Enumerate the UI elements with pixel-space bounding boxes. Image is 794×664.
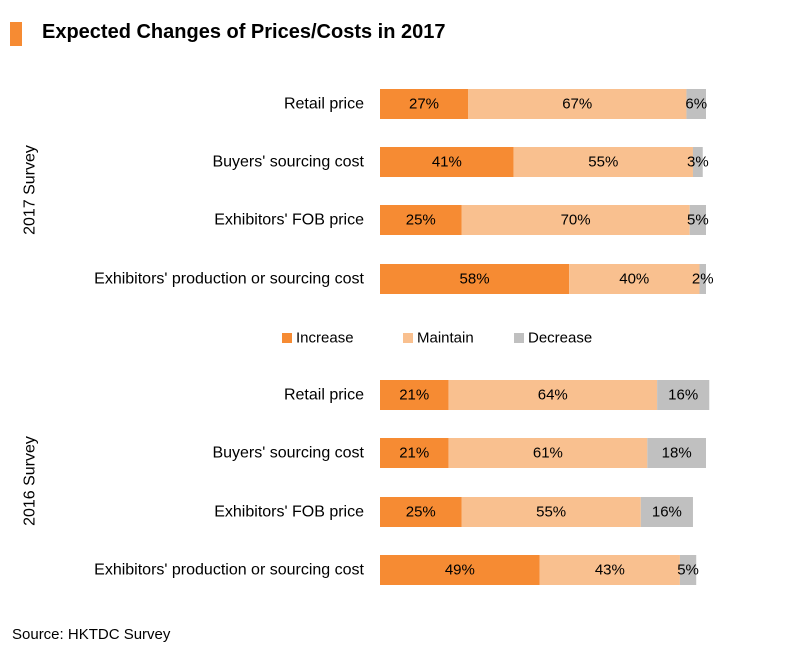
data-label: 58% [460,271,490,288]
data-label: 55% [536,504,566,521]
category-label: Exhibitors' FOB price [214,504,364,521]
legend-label: Maintain [417,330,474,347]
data-label: 64% [538,387,568,404]
data-label: 70% [561,212,591,229]
bar-segment-decrease [686,89,706,119]
chart-title: Expected Changes of Prices/Costs in 2017 [42,21,446,43]
bar-segment-increase [380,264,570,294]
data-label: 49% [445,562,475,579]
legend-swatch-decrease [514,333,524,343]
bar-segment-decrease [640,497,693,527]
data-label: 41% [432,154,462,171]
data-label: 5% [687,212,709,229]
data-label: 25% [406,212,436,229]
bar-segment-maintain [448,380,658,410]
title-marker [10,22,22,46]
category-label: Buyers' sourcing cost [212,445,364,462]
data-label: 25% [406,504,436,521]
data-label: 16% [652,504,682,521]
data-label: 43% [595,562,625,579]
group-label-1: 2016 Survey [22,436,39,526]
bar-segment-decrease [689,205,706,235]
data-label: 61% [533,445,563,462]
data-label: 55% [588,154,618,171]
data-label: 40% [619,271,649,288]
legend-label: Decrease [528,330,592,347]
legend-swatch-increase [282,333,292,343]
group-label-0: 2017 Survey [22,145,39,235]
bar-segment-maintain [461,497,641,527]
category-label: Exhibitors' FOB price [214,212,364,229]
data-label: 67% [562,96,592,113]
data-label: 16% [668,387,698,404]
source-note: Source: HKTDC Survey [12,626,171,643]
bar-segment-decrease [692,147,703,177]
bar-segment-maintain [513,147,693,177]
bar-segment-maintain [468,89,687,119]
bar-segment-maintain [461,205,690,235]
bar-segment-maintain [539,555,680,585]
data-label: 18% [662,445,692,462]
bar-segment-decrease [647,438,706,468]
data-label: 21% [399,445,429,462]
category-label: Retail price [284,96,364,113]
category-label: Exhibitors' production or sourcing cost [94,562,364,579]
legend-label: Increase [296,330,354,347]
bar-segment-increase [380,555,540,585]
bar-segment-increase [380,89,469,119]
bar-segment-decrease [657,380,710,410]
category-label: Retail price [284,387,364,404]
bar-segment-decrease [679,555,697,585]
bar-segment-increase [380,497,462,527]
category-label: Exhibitors' production or sourcing cost [94,271,364,288]
data-label: 27% [409,96,439,113]
data-label: 21% [399,387,429,404]
bar-segment-maintain [448,438,648,468]
legend-swatch-maintain [403,333,413,343]
category-label: Buyers' sourcing cost [212,154,364,171]
data-label: 5% [677,562,699,579]
bar-segment-increase [380,147,514,177]
bar-segment-increase [380,205,462,235]
bar-segment-maintain [569,264,700,294]
data-label: 2% [692,271,714,288]
bar-segment-increase [380,380,449,410]
data-label: 6% [685,96,707,113]
data-label: 3% [687,154,709,171]
bar-segment-increase [380,438,449,468]
bar-segment-decrease [699,264,706,294]
